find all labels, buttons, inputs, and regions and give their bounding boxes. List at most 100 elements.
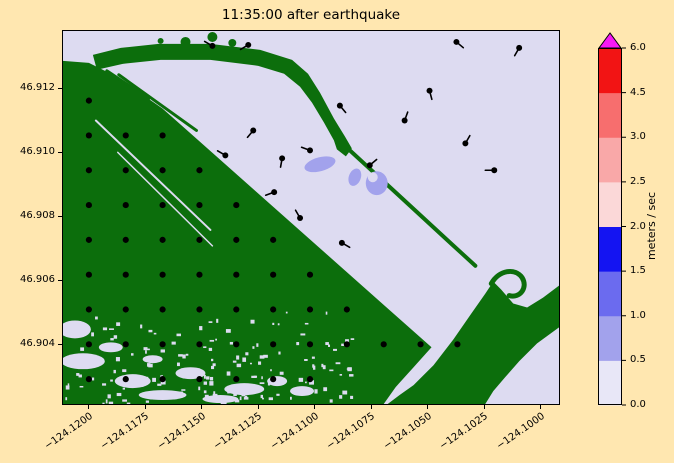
y-tick-mark <box>58 280 62 281</box>
y-tick-label: 46.904 <box>20 338 55 349</box>
gauge-dot <box>122 376 129 383</box>
colorbar-segment <box>598 315 622 361</box>
marsh-speckles <box>65 311 355 404</box>
y-tick-mark <box>58 88 62 89</box>
gauge-dot <box>233 376 240 383</box>
gauge-dot <box>233 236 240 243</box>
particle-dot <box>271 189 278 196</box>
gauge-dot <box>122 201 129 209</box>
land-polygon <box>63 60 432 404</box>
particle-dot <box>222 152 229 159</box>
marsh-pool <box>224 383 265 396</box>
x-tick-mark <box>540 405 541 409</box>
x-tick-label: −124.1100 <box>268 410 321 453</box>
x-tick-label: −124.1125 <box>212 410 265 453</box>
gauge-dot <box>343 341 350 348</box>
land-polygon <box>92 43 352 157</box>
particle-dot <box>336 102 343 109</box>
y-tick-label: 46.912 <box>20 82 55 93</box>
water-channel <box>94 119 212 231</box>
land-jetty <box>117 73 198 132</box>
gauge-dot <box>233 306 240 313</box>
colorbar-tick-label: 0.5 <box>630 354 646 366</box>
x-tick-label: −124.1000 <box>494 410 547 453</box>
land-knob <box>157 37 164 44</box>
land-jetty <box>105 69 151 101</box>
x-tick-label: −124.1175 <box>99 410 152 453</box>
marsh-pool <box>290 386 314 397</box>
velocity-patch <box>348 168 362 186</box>
colorbar-segment <box>598 360 622 406</box>
velocity-patch-cut <box>367 172 378 183</box>
marsh-pool <box>98 342 123 353</box>
gauge-dot <box>159 271 166 278</box>
gauge-dot <box>85 376 92 383</box>
map-canvas <box>63 31 559 404</box>
particle-dot <box>338 239 345 246</box>
map-plot-area <box>62 30 560 405</box>
x-tick-label: −124.1075 <box>325 410 378 453</box>
colorbar-over-triangle <box>598 32 622 49</box>
marsh-pool <box>175 367 206 380</box>
gauge-dot <box>196 201 203 209</box>
gauge-dot <box>159 132 166 139</box>
gauge-dot <box>122 306 129 313</box>
gauge-dot <box>85 341 92 348</box>
colorbar-tick-label: 6.0 <box>630 42 646 53</box>
y-tick-label: 46.906 <box>20 274 55 285</box>
marsh-pool <box>142 355 163 364</box>
y-tick-mark <box>58 152 62 153</box>
gauge-dot <box>343 306 350 313</box>
colorbar-tick-label: 2.0 <box>630 220 646 232</box>
gauge-dot <box>85 236 92 243</box>
colorbar-tick-label: 1.0 <box>630 309 646 321</box>
colorbar-segment <box>598 226 622 272</box>
x-tick-mark <box>483 405 485 409</box>
gauge-dot <box>85 271 92 278</box>
gauge-dot <box>306 341 314 348</box>
gauge-dot <box>233 201 240 209</box>
x-tick-mark <box>144 405 146 409</box>
colorbar <box>598 32 626 406</box>
particle-dot <box>307 147 313 154</box>
gauge-dot <box>159 167 166 174</box>
plot-title: 11:35:00 after earthquake <box>221 7 401 23</box>
gauge-dot <box>85 167 92 174</box>
marsh-pool <box>138 390 187 401</box>
gauge-dot <box>122 236 129 243</box>
gauge-dot <box>233 271 240 278</box>
gauge-dot <box>270 341 277 348</box>
gauge-dot <box>196 376 203 383</box>
colorbar-tick-label: 4.5 <box>630 86 646 98</box>
gauge-dot <box>159 201 166 209</box>
x-tick-mark <box>88 405 89 409</box>
gauge-dot <box>196 271 203 278</box>
gauge-dot <box>159 236 166 243</box>
y-tick-label: 46.908 <box>20 210 55 221</box>
x-tick-label: −124.1200 <box>42 410 95 453</box>
gauge-dot <box>270 271 277 278</box>
gauge-dot <box>159 306 166 313</box>
particle-dot <box>245 41 252 48</box>
colorbar-tick-label: 3.0 <box>630 131 646 143</box>
gauge-dot <box>85 97 92 104</box>
gauge-dot <box>122 341 129 348</box>
gauge-dot <box>454 341 461 348</box>
gauge-dot <box>306 376 314 383</box>
velocity-patch <box>304 156 336 173</box>
gauge-dot <box>270 376 277 383</box>
colorbar-segment <box>598 271 622 317</box>
land-knob <box>228 38 237 47</box>
gauge-dot <box>85 201 92 209</box>
x-tick-mark <box>370 405 372 409</box>
gauge-dot <box>196 341 203 348</box>
particle-dot <box>401 117 408 124</box>
x-tick-label: −124.1050 <box>381 410 434 453</box>
y-tick-mark <box>58 216 62 217</box>
gauge-dot <box>85 306 92 313</box>
land-knob <box>180 36 191 47</box>
gauge-dot <box>159 376 166 383</box>
particle-dot <box>250 127 257 134</box>
x-tick-label: −124.1025 <box>438 410 491 453</box>
